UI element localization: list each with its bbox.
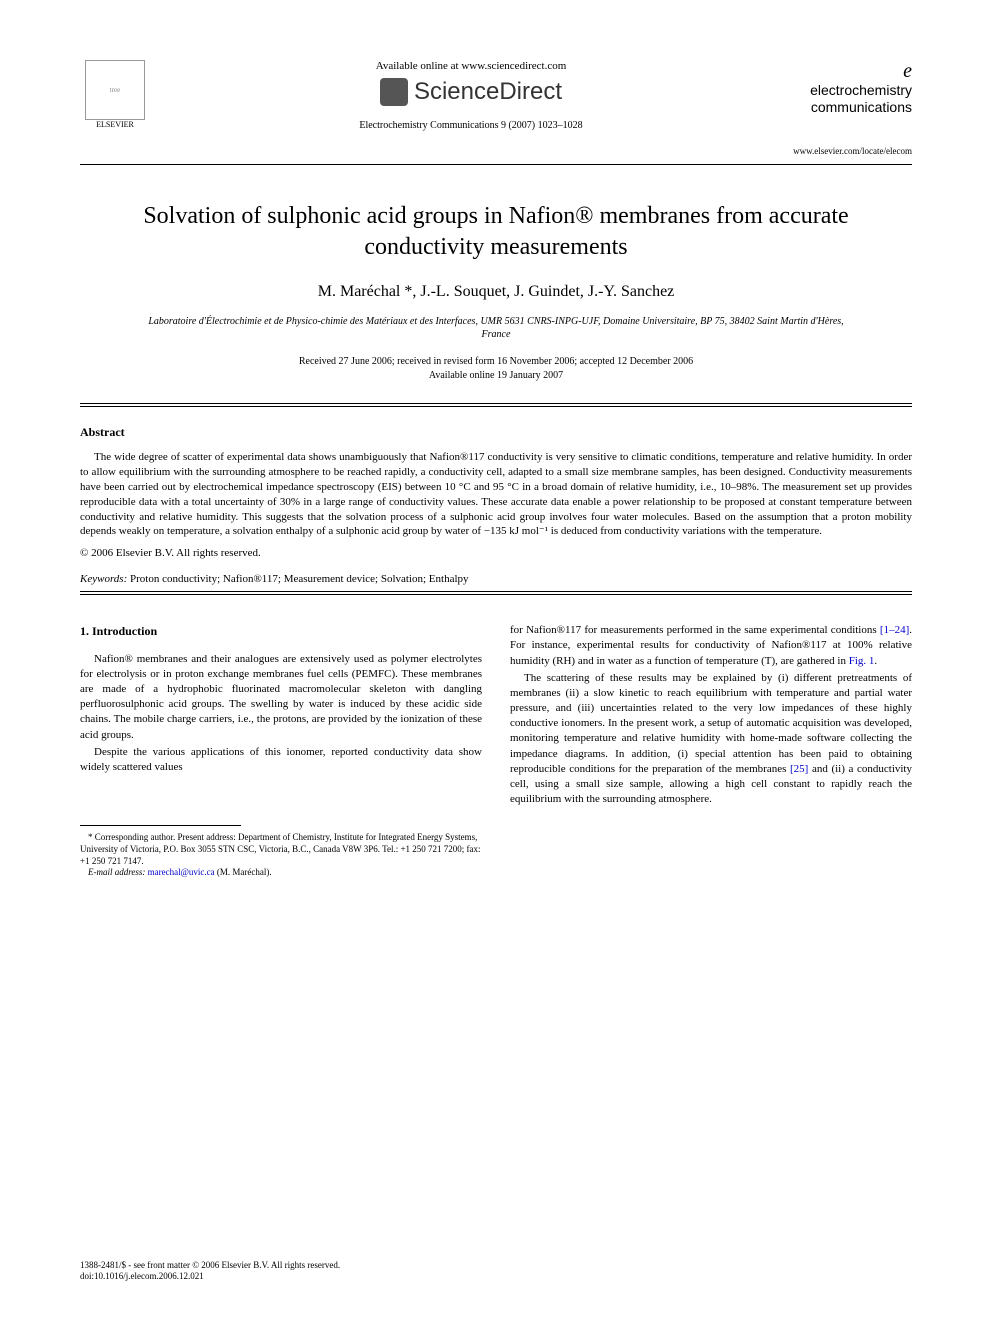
email-link[interactable]: marechal@uvic.ca (148, 867, 215, 877)
intro-para-3: The scattering of these results may be e… (510, 671, 912, 808)
journal-url: www.elsevier.com/locate/elecom (792, 146, 912, 156)
email-suffix: (M. Maréchal). (215, 867, 272, 877)
abstract-copyright: © 2006 Elsevier B.V. All rights reserved… (80, 547, 912, 559)
keywords-line: Keywords: Proton conductivity; Nafion®11… (80, 573, 912, 585)
intro-para-1: Nafion® membranes and their analogues ar… (80, 652, 482, 743)
elsevier-label: ELSEVIER (96, 120, 134, 129)
footer-line-2: doi:10.1016/j.elecom.2006.12.021 (80, 1271, 340, 1283)
abstract-text: The wide degree of scatter of experiment… (80, 450, 912, 539)
header-row: tree ELSEVIER Available online at www.sc… (80, 60, 912, 156)
footer-line-1: 1388-2481/$ - see front matter © 2006 El… (80, 1260, 340, 1272)
abstract-rule-bot-thick (80, 594, 912, 595)
journal-reference: Electrochemistry Communications 9 (2007)… (170, 120, 772, 131)
available-online-text: Available online at www.sciencedirect.co… (170, 60, 772, 72)
keywords-label: Keywords: (80, 573, 127, 585)
article-dates: Received 27 June 2006; received in revis… (80, 355, 912, 383)
dates-line1: Received 27 June 2006; received in revis… (80, 355, 912, 369)
sciencedirect-logo-row: ScienceDirect (170, 78, 772, 106)
left-column: 1. Introduction Nafion® membranes and th… (80, 623, 482, 879)
col2-p1-c: . (874, 655, 877, 667)
affiliation: Laboratoire d'Électrochimie et de Physic… (140, 315, 852, 341)
figure-link-1[interactable]: Fig. 1 (849, 655, 875, 667)
elsevier-logo: tree ELSEVIER (80, 60, 150, 140)
two-column-body: 1. Introduction Nafion® membranes and th… (80, 623, 912, 879)
intro-para-2-cont: for Nafion®117 for measurements performe… (510, 623, 912, 669)
citation-link-1-24[interactable]: [1–24] (880, 624, 909, 636)
keywords-values: Proton conductivity; Nafion®117; Measure… (127, 573, 468, 585)
authors-line: M. Maréchal *, J.-L. Souquet, J. Guindet… (80, 283, 912, 301)
footnote-rule (80, 825, 241, 826)
intro-para-2: Despite the various applications of this… (80, 745, 482, 775)
citation-link-25[interactable]: [25] (790, 763, 808, 775)
abstract-rule-top-thick (80, 403, 912, 404)
abstract-heading: Abstract (80, 425, 912, 440)
dates-line2: Available online 19 January 2007 (80, 369, 912, 383)
abstract-rule-bot-thin (80, 591, 912, 592)
journal-logo-line1: electrochemistry (792, 83, 912, 98)
abstract-rule-top-thin (80, 406, 912, 407)
right-column: for Nafion®117 for measurements performe… (510, 623, 912, 879)
section-1-heading: 1. Introduction (80, 623, 482, 640)
email-label: E-mail address: (88, 867, 145, 877)
center-header: Available online at www.sciencedirect.co… (150, 60, 792, 131)
header-rule (80, 164, 912, 165)
sciencedirect-wordmark: ScienceDirect (414, 78, 562, 106)
corresponding-author-footnote: * Corresponding author. Present address:… (80, 832, 482, 867)
article-title: Solvation of sulphonic acid groups in Na… (120, 201, 872, 263)
page-footer: 1388-2481/$ - see front matter © 2006 El… (80, 1260, 340, 1283)
elsevier-tree-icon: tree (85, 60, 145, 120)
col2-p2-a: The scattering of these results may be e… (510, 672, 912, 775)
sciencedirect-icon (380, 78, 408, 106)
journal-logo: e electrochemistry communications www.el… (792, 60, 912, 156)
col2-p1-a: for Nafion®117 for measurements performe… (510, 624, 880, 636)
journal-logo-e-icon: e (792, 60, 912, 83)
journal-logo-line2: communications (792, 100, 912, 115)
email-footnote: E-mail address: marechal@uvic.ca (M. Mar… (80, 867, 482, 879)
